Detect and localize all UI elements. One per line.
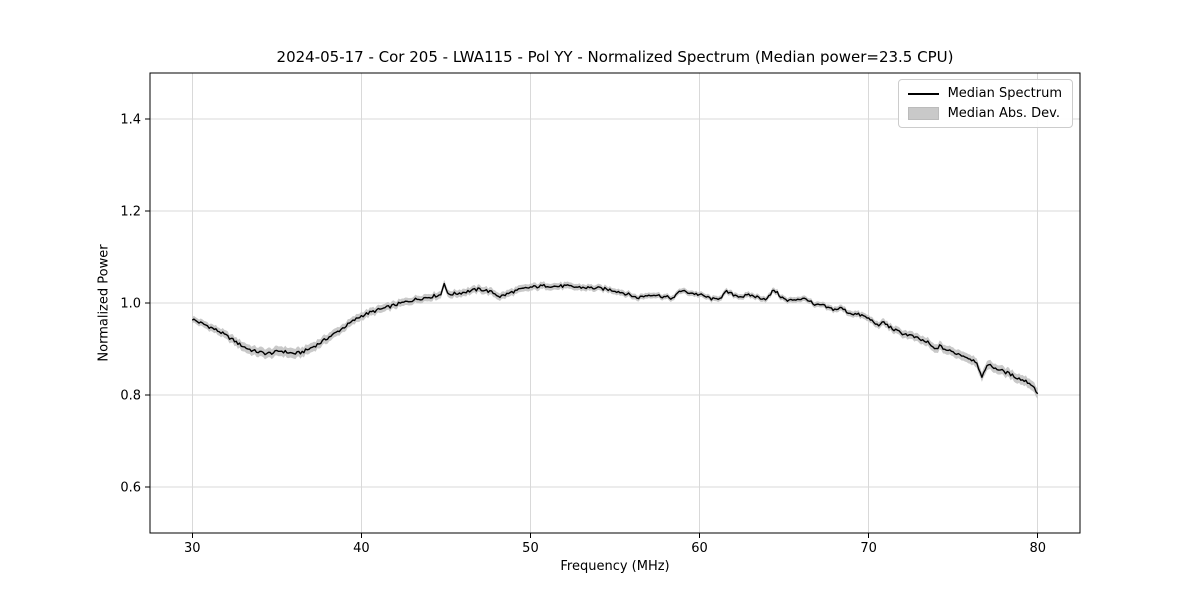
x-axis-label: Frequency (MHz): [560, 559, 670, 574]
legend-patch-sample-icon: [907, 107, 939, 120]
legend-label-median-abs-dev: Median Abs. Dev.: [947, 106, 1061, 121]
legend-item-median-abs-dev: Median Abs. Dev.: [907, 106, 1062, 121]
median-spectrum-line: [191, 282, 1039, 395]
x-tick-label: 60: [691, 541, 708, 556]
y-axis-label: Normalized Power: [96, 244, 112, 362]
chart-title: 2024-05-17 - Cor 205 - LWA115 - Pol YY -…: [276, 48, 954, 66]
x-tick-label: 80: [1029, 541, 1046, 556]
y-tick-label: 1.2: [120, 205, 141, 220]
legend-line-sample-icon: [907, 92, 939, 95]
mad-band: [192, 279, 1038, 399]
y-tick-label: 0.6: [120, 481, 141, 496]
x-tick-label: 40: [353, 541, 370, 556]
y-tick-label: 1.0: [120, 297, 141, 312]
x-tick-label: 30: [184, 541, 201, 556]
legend: Median Spectrum Median Abs. Dev.: [897, 79, 1073, 128]
y-tick-label: 0.8: [120, 389, 141, 404]
x-tick-label: 70: [860, 541, 877, 556]
legend-label-median-spectrum: Median Spectrum: [947, 86, 1062, 101]
legend-item-median-spectrum: Median Spectrum: [907, 86, 1062, 101]
x-tick-label: 50: [522, 541, 539, 556]
y-tick-label: 1.4: [120, 113, 141, 128]
